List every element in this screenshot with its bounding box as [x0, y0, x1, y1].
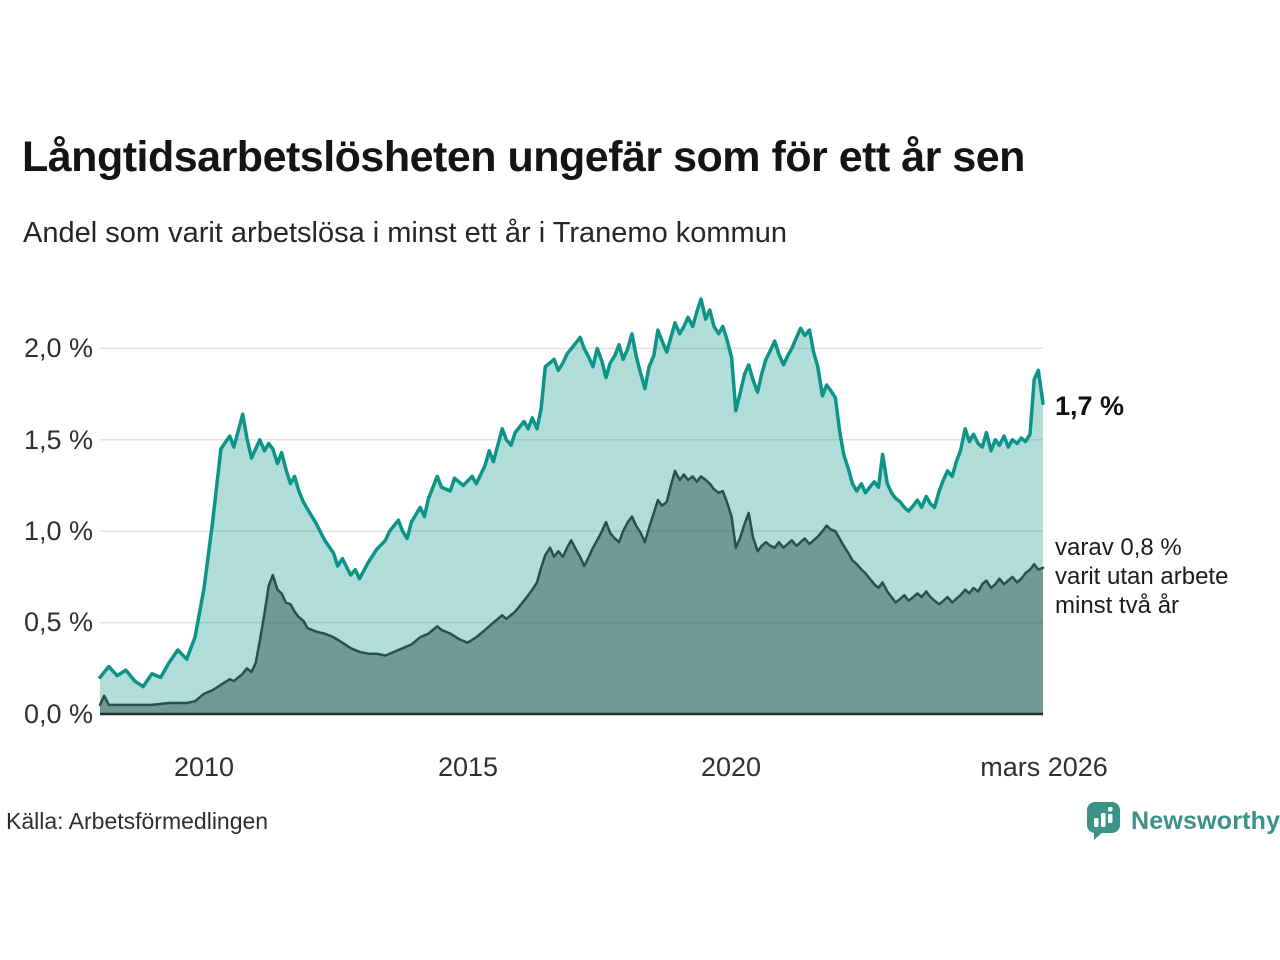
- y-tick-label-1-0: 1,0 %: [23, 516, 93, 546]
- x-tick-label-2020: 2020: [700, 752, 762, 782]
- y-tick-label-0-0: 0,0 %: [23, 699, 93, 729]
- brand-wordmark: Newsworthy: [1131, 806, 1280, 835]
- source-attribution: Källa: Arbetsförmedlingen: [6, 808, 269, 834]
- y-tick-label-1-5: 1,5 %: [23, 425, 93, 455]
- series-0-area: [100, 299, 1043, 714]
- secondary-series-annotation: varav 0,8 % varit utan arbete minst två …: [1055, 534, 1229, 619]
- series-1-area: [100, 470, 1043, 714]
- brand-lockup: Newsworthy: [1086, 801, 1280, 841]
- series-1-line: [98, 469, 1045, 707]
- x-tick-label-2010: 2010: [173, 752, 235, 782]
- newsworthy-logo-icon: [1087, 802, 1120, 840]
- series-0-line: [98, 297, 1045, 689]
- x-tick-label-mars-2026: mars 2026: [980, 752, 1108, 782]
- chart-subtitle: Andel som varit arbetslösa i minst ett å…: [23, 217, 787, 249]
- series-end-value-label: 1,7 %: [1055, 391, 1125, 421]
- x-tick-label-2015: 2015: [437, 752, 499, 782]
- y-tick-label-2-0: 2,0 %: [23, 333, 93, 363]
- page-title: Långtidsarbetslösheten ungefär som för e…: [22, 133, 1025, 181]
- y-tick-label-0-5: 0,5 %: [23, 607, 93, 637]
